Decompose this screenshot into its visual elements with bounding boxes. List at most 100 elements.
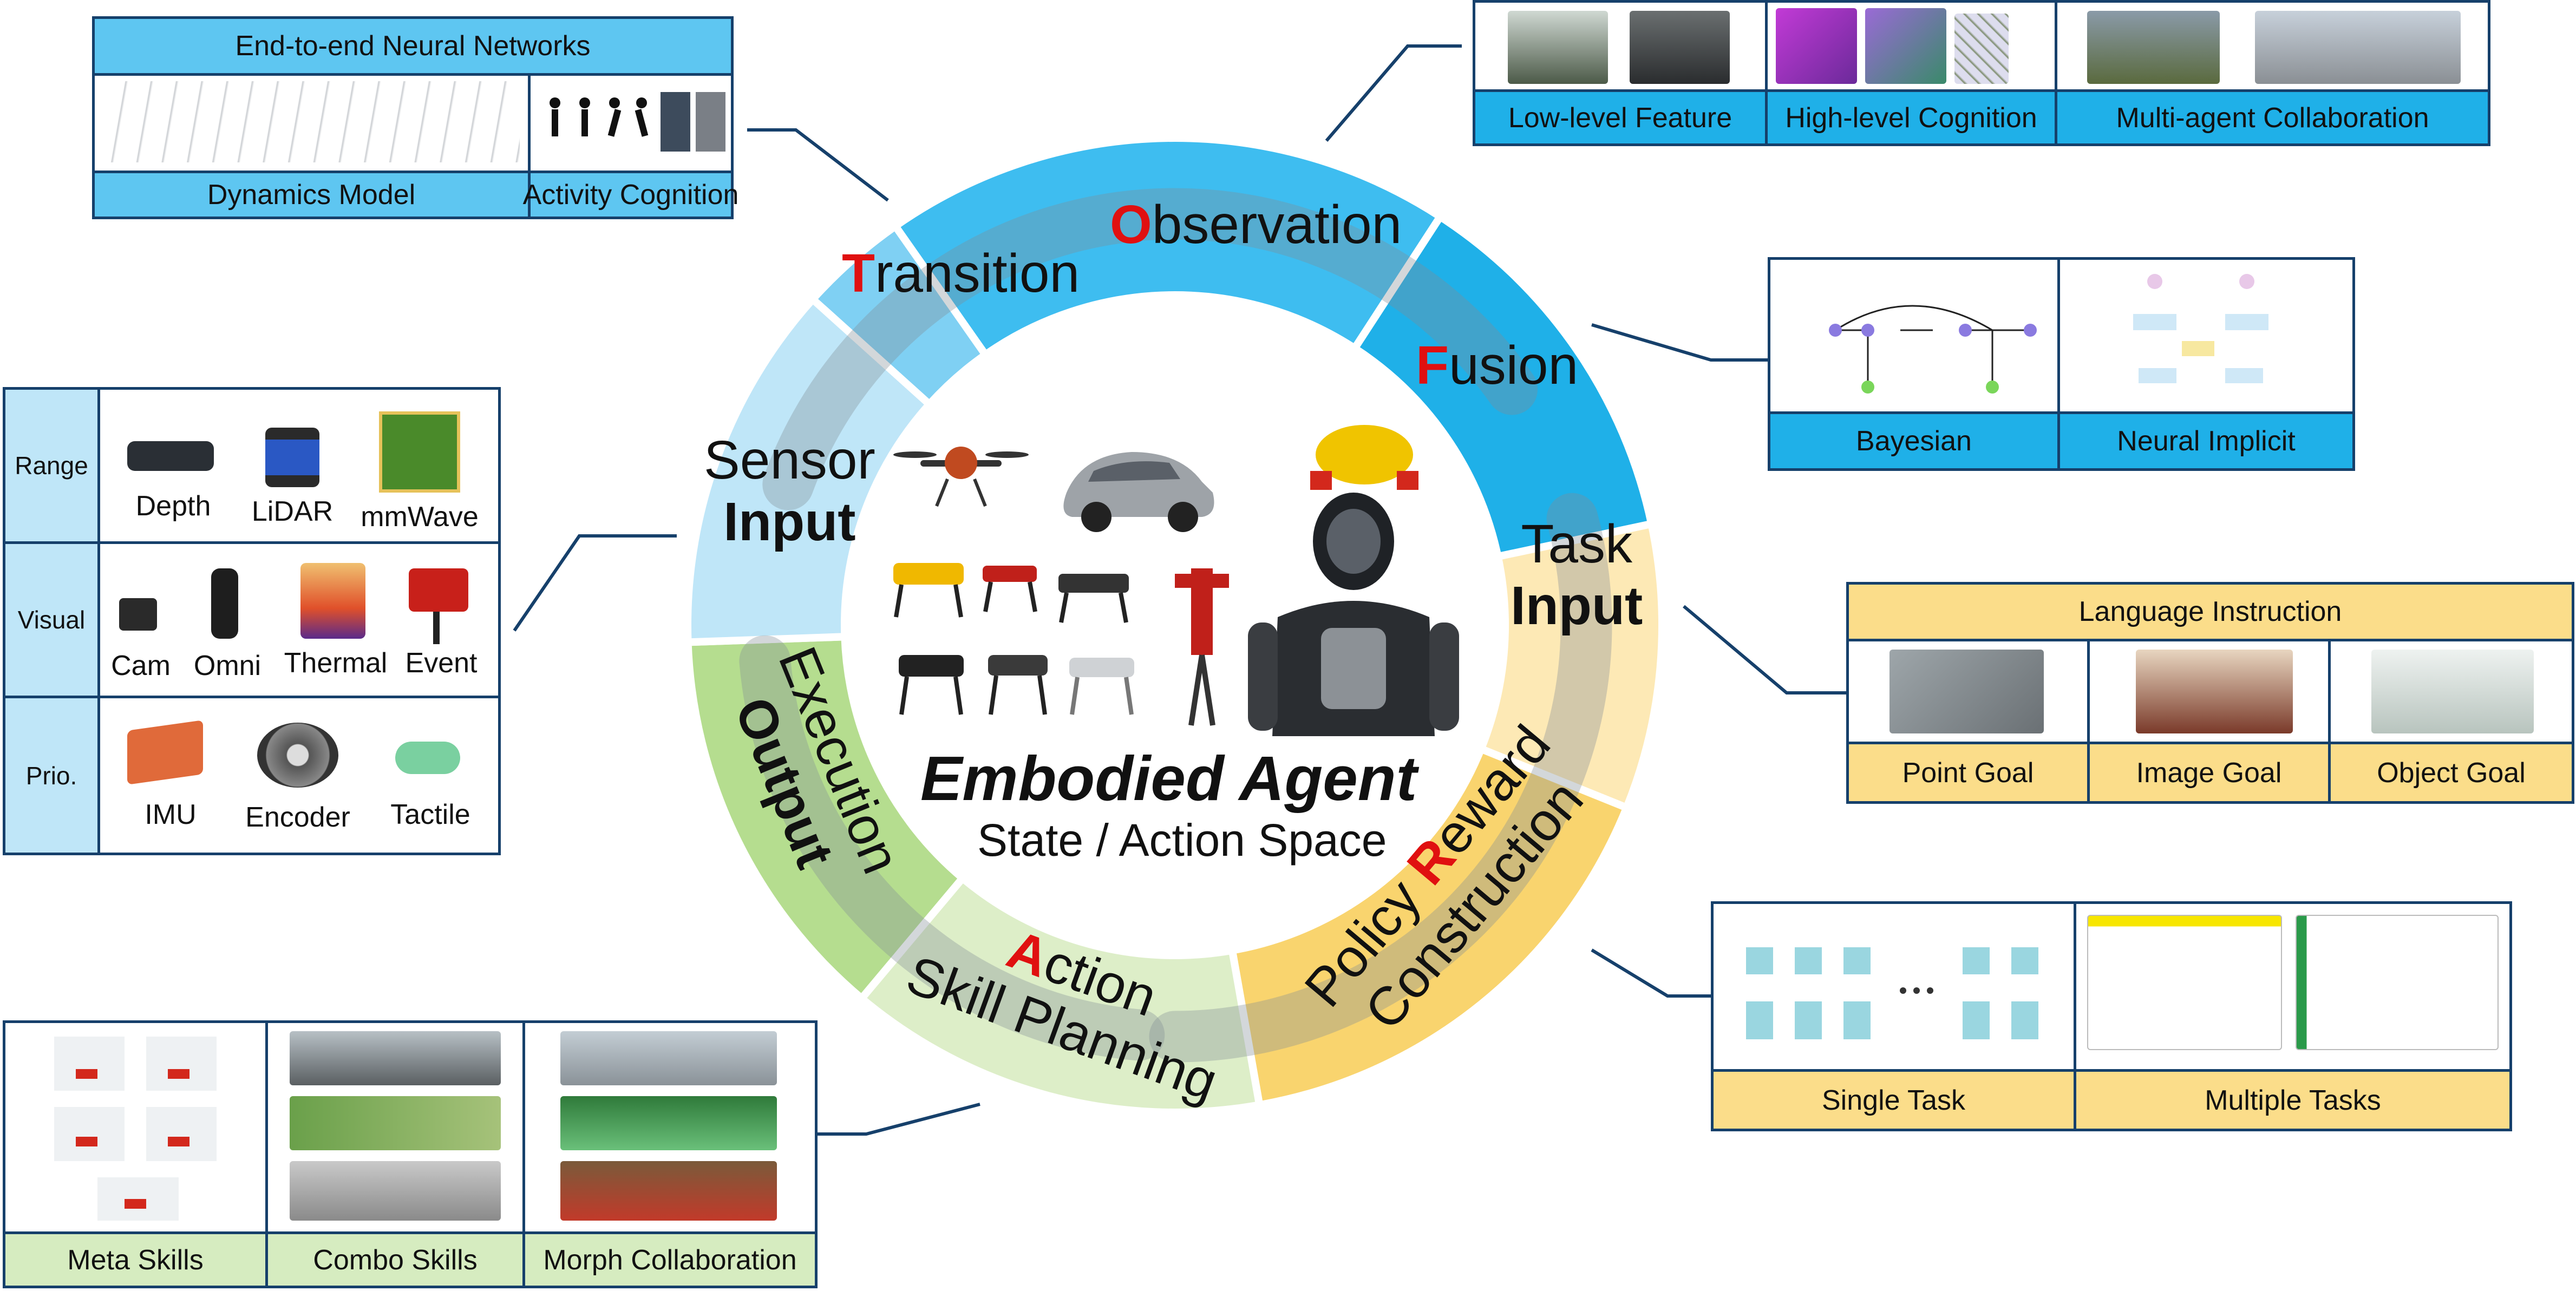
bayesian-graph-thumbnail (1829, 305, 2037, 394)
ring-label-fusion: Fusion (1416, 338, 1578, 392)
wheeled-manipulator-icon (1175, 568, 1229, 726)
sensor-panel: Range Depth LiDAR mmWave Visual Cam Omni… (3, 387, 501, 855)
leader-task (1683, 605, 1846, 694)
flow-arrow (1149, 493, 1612, 1063)
ring-segment-execution (684, 633, 968, 1004)
ring-initial: F (1416, 335, 1449, 396)
panel-label: High-level Cognition (1768, 92, 2055, 143)
imu-icon (127, 720, 203, 785)
meta-skills-thumbnail (49, 1031, 233, 1226)
ring-text: bservation (1152, 194, 1402, 255)
ring-line-bold: Input (723, 492, 856, 552)
sensor-item: LiDAR (251, 496, 334, 527)
sensor-item: Cam (111, 650, 171, 681)
ring-line: Task (1521, 514, 1632, 574)
thermal-camera-icon (300, 563, 365, 639)
panel-label: Point Goal (1849, 744, 2087, 801)
ring-line: Sensor (704, 430, 875, 490)
sensor-category: Visual (5, 544, 97, 696)
low-level-feature-thumbnail (1508, 11, 1608, 84)
leader-sensor (513, 534, 677, 632)
leader-observation (1325, 44, 1462, 142)
leader-policy (1591, 948, 1711, 998)
sensor-item: Depth (135, 490, 211, 522)
point-goal-thumbnail (1889, 650, 2044, 733)
morph-collaboration-thumbnail (560, 1161, 777, 1221)
center-title: Embodied Agent (920, 743, 1417, 814)
ring-segment-transition (807, 221, 991, 410)
panel-header: Language Instruction (1849, 585, 2572, 639)
drone-icon (893, 447, 1029, 507)
sensor-item: mmWave (361, 501, 479, 533)
high-level-cognition-thumbnail (1954, 14, 2009, 84)
neural-implicit-thumbnail (2133, 274, 2268, 383)
task-panel: Language Instruction Point Goal Image Go… (1846, 582, 2574, 804)
panel-label: Object Goal (2331, 744, 2572, 801)
sensor-item: Event (405, 647, 478, 679)
omni-camera-icon (211, 568, 238, 639)
panel-label: Single Task (1714, 1072, 2074, 1129)
ring-line-bold: Input (1511, 575, 1643, 636)
tactile-sensor-icon (395, 742, 460, 774)
panel-header: End-to-end Neural Networks (95, 19, 731, 73)
quadruped-robots-icon (893, 563, 1134, 715)
ring-initial: T (842, 243, 875, 304)
multi-agent-thumbnail (2255, 11, 2461, 84)
high-level-cognition-thumbnail (1776, 8, 1857, 84)
panel-label: Dynamics Model (95, 173, 528, 217)
action-panel: Meta Skills Combo Skills Morph Collabora… (3, 1020, 818, 1288)
combo-skills-thumbnail (290, 1031, 501, 1085)
combo-skills-thumbnail (290, 1096, 501, 1150)
sensor-item: Tactile (390, 799, 470, 830)
robots-montage (893, 425, 1459, 736)
policy-panel: Single Task Multiple Tasks (1711, 901, 2512, 1131)
ring-segment-sensor (684, 293, 935, 646)
ring-initial: O (1110, 194, 1152, 255)
sensor-item: Encoder (245, 802, 350, 833)
ring-segment-policy (1227, 744, 1632, 1110)
flow-arrow (762, 188, 1538, 510)
multiple-tasks-thumbnail (2087, 915, 2282, 1050)
ring-label-transition: Transition (842, 246, 1080, 300)
observation-panel: Low-level Feature High-level Cognition M… (1473, 0, 2490, 146)
ring-segment-fusion (1349, 211, 1656, 561)
low-level-feature-thumbnail (1630, 11, 1730, 84)
combo-skills-thumbnail (290, 1161, 501, 1221)
fusion-panel: Bayesian Neural Implicit (1768, 257, 2355, 471)
ring-label-task-input: Task Input (1511, 517, 1643, 633)
event-camera-icon (409, 568, 468, 612)
flow-arrow (739, 635, 1165, 1061)
single-task-thumbnail (1746, 947, 2038, 1039)
ring-segment-observation (890, 134, 1446, 361)
panel-label: Bayesian (1770, 414, 2057, 468)
sensor-category: Prio. (5, 698, 97, 853)
object-goal-thumbnail (2371, 650, 2534, 733)
panel-label: Neural Implicit (2060, 414, 2352, 468)
ring-text: usion (1449, 335, 1579, 396)
ring-label-observation: Observation (1110, 198, 1402, 252)
sensor-item: Omni (193, 650, 261, 681)
ring-text: ransition (875, 243, 1080, 304)
leader-transition (747, 128, 889, 202)
sensor-item: IMU (145, 799, 197, 830)
depth-camera-icon (127, 441, 214, 471)
panel-label: Activity Cognition (523, 173, 738, 217)
car-icon (1063, 452, 1214, 532)
image-goal-thumbnail (2136, 650, 2293, 733)
panel-label: Multiple Tasks (2076, 1072, 2509, 1129)
transition-panel: End-to-end Neural Networks Dynamics Mode… (92, 16, 738, 219)
leader-fusion (1591, 323, 1768, 362)
sensor-item: Thermal (284, 647, 388, 679)
humanoid-robot-icon (1248, 493, 1459, 736)
panel-label: Meta Skills (5, 1234, 265, 1286)
multi-agent-thumbnail (2087, 11, 2220, 84)
lidar-icon (265, 428, 319, 487)
center-subtitle: State / Action Space (977, 815, 1387, 866)
tripod-icon (433, 612, 440, 644)
panel-label: Combo Skills (268, 1234, 522, 1286)
panel-label: Image Goal (2090, 744, 2328, 801)
high-level-cognition-thumbnail (1865, 8, 1946, 84)
ring-label-sensor-input: Sensor Input (704, 433, 875, 549)
activity-cognition-thumbnail (539, 81, 725, 162)
